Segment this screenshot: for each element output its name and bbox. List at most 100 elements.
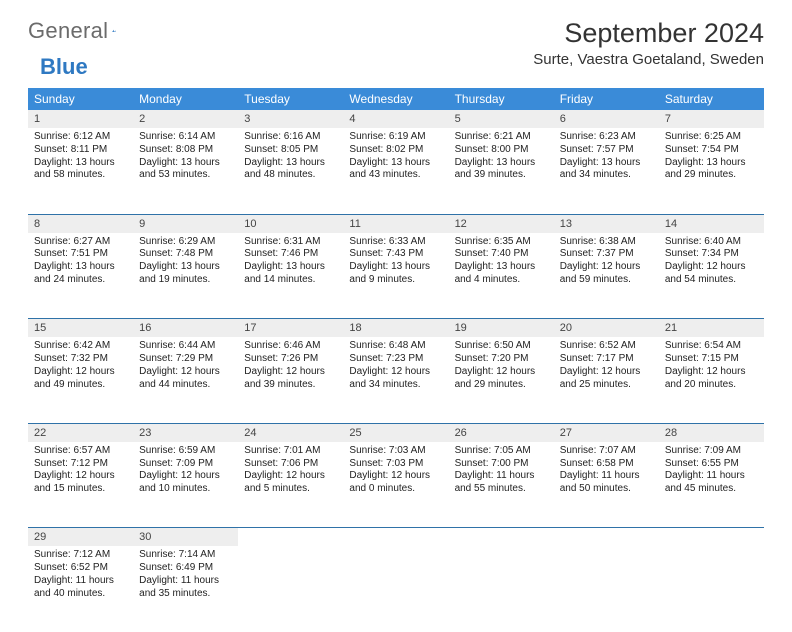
sunset-text: Sunset: 6:49 PM xyxy=(139,562,232,575)
day-number-cell: 3 xyxy=(238,110,343,128)
sunset-text: Sunset: 7:09 PM xyxy=(139,458,232,471)
sunrise-text: Sunrise: 7:12 AM xyxy=(34,549,127,562)
daylight-text: Daylight: 13 hours and 4 minutes. xyxy=(455,261,548,287)
sunset-text: Sunset: 7:06 PM xyxy=(244,458,337,471)
day-number-row: 1234567 xyxy=(28,110,764,128)
week-row: Sunrise: 6:12 AMSunset: 8:11 PMDaylight:… xyxy=(28,128,764,214)
day-cell: Sunrise: 7:14 AMSunset: 6:49 PMDaylight:… xyxy=(133,546,238,632)
day-number-cell xyxy=(659,528,764,547)
sunset-text: Sunset: 8:02 PM xyxy=(349,144,442,157)
daylight-text: Daylight: 11 hours and 55 minutes. xyxy=(455,470,548,496)
week-row: Sunrise: 6:57 AMSunset: 7:12 PMDaylight:… xyxy=(28,442,764,528)
daylight-text: Daylight: 13 hours and 9 minutes. xyxy=(349,261,442,287)
sunset-text: Sunset: 8:00 PM xyxy=(455,144,548,157)
day-number-cell: 4 xyxy=(343,110,448,128)
sunrise-text: Sunrise: 6:29 AM xyxy=(139,236,232,249)
sunset-text: Sunset: 8:11 PM xyxy=(34,144,127,157)
sunset-text: Sunset: 7:43 PM xyxy=(349,248,442,261)
day-cell: Sunrise: 6:48 AMSunset: 7:23 PMDaylight:… xyxy=(343,337,448,423)
sunrise-text: Sunrise: 6:44 AM xyxy=(139,340,232,353)
day-cell: Sunrise: 7:12 AMSunset: 6:52 PMDaylight:… xyxy=(28,546,133,632)
sunrise-text: Sunrise: 7:03 AM xyxy=(349,445,442,458)
weekday-header: Friday xyxy=(554,88,659,110)
sunrise-text: Sunrise: 6:31 AM xyxy=(244,236,337,249)
daylight-text: Daylight: 12 hours and 0 minutes. xyxy=(349,470,442,496)
sunset-text: Sunset: 7:54 PM xyxy=(665,144,758,157)
sunset-text: Sunset: 8:05 PM xyxy=(244,144,337,157)
logo-sail-icon xyxy=(112,22,116,40)
day-cell: Sunrise: 6:23 AMSunset: 7:57 PMDaylight:… xyxy=(554,128,659,214)
day-cell: Sunrise: 6:42 AMSunset: 7:32 PMDaylight:… xyxy=(28,337,133,423)
day-number-cell xyxy=(449,528,554,547)
daylight-text: Daylight: 13 hours and 39 minutes. xyxy=(455,157,548,183)
day-number-cell: 10 xyxy=(238,214,343,233)
daylight-text: Daylight: 12 hours and 54 minutes. xyxy=(665,261,758,287)
day-cell: Sunrise: 6:46 AMSunset: 7:26 PMDaylight:… xyxy=(238,337,343,423)
sunrise-text: Sunrise: 6:19 AM xyxy=(349,131,442,144)
sunrise-text: Sunrise: 6:23 AM xyxy=(560,131,653,144)
day-cell: Sunrise: 6:29 AMSunset: 7:48 PMDaylight:… xyxy=(133,233,238,319)
daylight-text: Daylight: 11 hours and 35 minutes. xyxy=(139,575,232,601)
sunrise-text: Sunrise: 6:14 AM xyxy=(139,131,232,144)
day-cell: Sunrise: 6:50 AMSunset: 7:20 PMDaylight:… xyxy=(449,337,554,423)
day-cell: Sunrise: 6:14 AMSunset: 8:08 PMDaylight:… xyxy=(133,128,238,214)
day-number-cell: 14 xyxy=(659,214,764,233)
week-row: Sunrise: 6:42 AMSunset: 7:32 PMDaylight:… xyxy=(28,337,764,423)
day-number-cell: 19 xyxy=(449,319,554,338)
day-number-cell: 5 xyxy=(449,110,554,128)
sunrise-text: Sunrise: 6:57 AM xyxy=(34,445,127,458)
day-cell: Sunrise: 6:52 AMSunset: 7:17 PMDaylight:… xyxy=(554,337,659,423)
day-number-cell xyxy=(554,528,659,547)
daylight-text: Daylight: 12 hours and 15 minutes. xyxy=(34,470,127,496)
daylight-text: Daylight: 13 hours and 29 minutes. xyxy=(665,157,758,183)
day-cell: Sunrise: 6:19 AMSunset: 8:02 PMDaylight:… xyxy=(343,128,448,214)
sunrise-text: Sunrise: 6:59 AM xyxy=(139,445,232,458)
daylight-text: Daylight: 12 hours and 44 minutes. xyxy=(139,366,232,392)
daylight-text: Daylight: 12 hours and 34 minutes. xyxy=(349,366,442,392)
daylight-text: Daylight: 11 hours and 45 minutes. xyxy=(665,470,758,496)
daylight-text: Daylight: 12 hours and 59 minutes. xyxy=(560,261,653,287)
day-number-cell: 13 xyxy=(554,214,659,233)
sunset-text: Sunset: 6:52 PM xyxy=(34,562,127,575)
sunrise-text: Sunrise: 6:33 AM xyxy=(349,236,442,249)
sunrise-text: Sunrise: 6:46 AM xyxy=(244,340,337,353)
day-cell: Sunrise: 6:25 AMSunset: 7:54 PMDaylight:… xyxy=(659,128,764,214)
day-cell: Sunrise: 6:21 AMSunset: 8:00 PMDaylight:… xyxy=(449,128,554,214)
day-cell: Sunrise: 7:05 AMSunset: 7:00 PMDaylight:… xyxy=(449,442,554,528)
day-cell: Sunrise: 6:31 AMSunset: 7:46 PMDaylight:… xyxy=(238,233,343,319)
day-number-cell: 29 xyxy=(28,528,133,547)
sunset-text: Sunset: 6:58 PM xyxy=(560,458,653,471)
month-title: September 2024 xyxy=(533,18,764,49)
brand-blue: Blue xyxy=(40,54,88,79)
day-number-cell: 23 xyxy=(133,423,238,442)
daylight-text: Daylight: 13 hours and 19 minutes. xyxy=(139,261,232,287)
day-cell xyxy=(554,546,659,632)
day-number-cell: 18 xyxy=(343,319,448,338)
sunset-text: Sunset: 7:57 PM xyxy=(560,144,653,157)
sunset-text: Sunset: 8:08 PM xyxy=(139,144,232,157)
sunrise-text: Sunrise: 6:35 AM xyxy=(455,236,548,249)
day-number-cell: 24 xyxy=(238,423,343,442)
daylight-text: Daylight: 12 hours and 10 minutes. xyxy=(139,470,232,496)
weekday-header-row: Sunday Monday Tuesday Wednesday Thursday… xyxy=(28,88,764,110)
daylight-text: Daylight: 13 hours and 14 minutes. xyxy=(244,261,337,287)
sunrise-text: Sunrise: 6:21 AM xyxy=(455,131,548,144)
day-number-cell: 28 xyxy=(659,423,764,442)
sunset-text: Sunset: 7:46 PM xyxy=(244,248,337,261)
daylight-text: Daylight: 12 hours and 39 minutes. xyxy=(244,366,337,392)
day-number-cell: 21 xyxy=(659,319,764,338)
day-number-cell: 11 xyxy=(343,214,448,233)
daylight-text: Daylight: 13 hours and 53 minutes. xyxy=(139,157,232,183)
daylight-text: Daylight: 12 hours and 49 minutes. xyxy=(34,366,127,392)
brand-general: General xyxy=(28,18,108,44)
day-number-cell: 27 xyxy=(554,423,659,442)
sunset-text: Sunset: 7:23 PM xyxy=(349,353,442,366)
day-cell: Sunrise: 6:57 AMSunset: 7:12 PMDaylight:… xyxy=(28,442,133,528)
day-cell: Sunrise: 6:44 AMSunset: 7:29 PMDaylight:… xyxy=(133,337,238,423)
sunrise-text: Sunrise: 6:48 AM xyxy=(349,340,442,353)
sunrise-text: Sunrise: 6:50 AM xyxy=(455,340,548,353)
day-number-cell: 25 xyxy=(343,423,448,442)
sunrise-text: Sunrise: 6:42 AM xyxy=(34,340,127,353)
day-cell: Sunrise: 6:38 AMSunset: 7:37 PMDaylight:… xyxy=(554,233,659,319)
sunset-text: Sunset: 7:20 PM xyxy=(455,353,548,366)
